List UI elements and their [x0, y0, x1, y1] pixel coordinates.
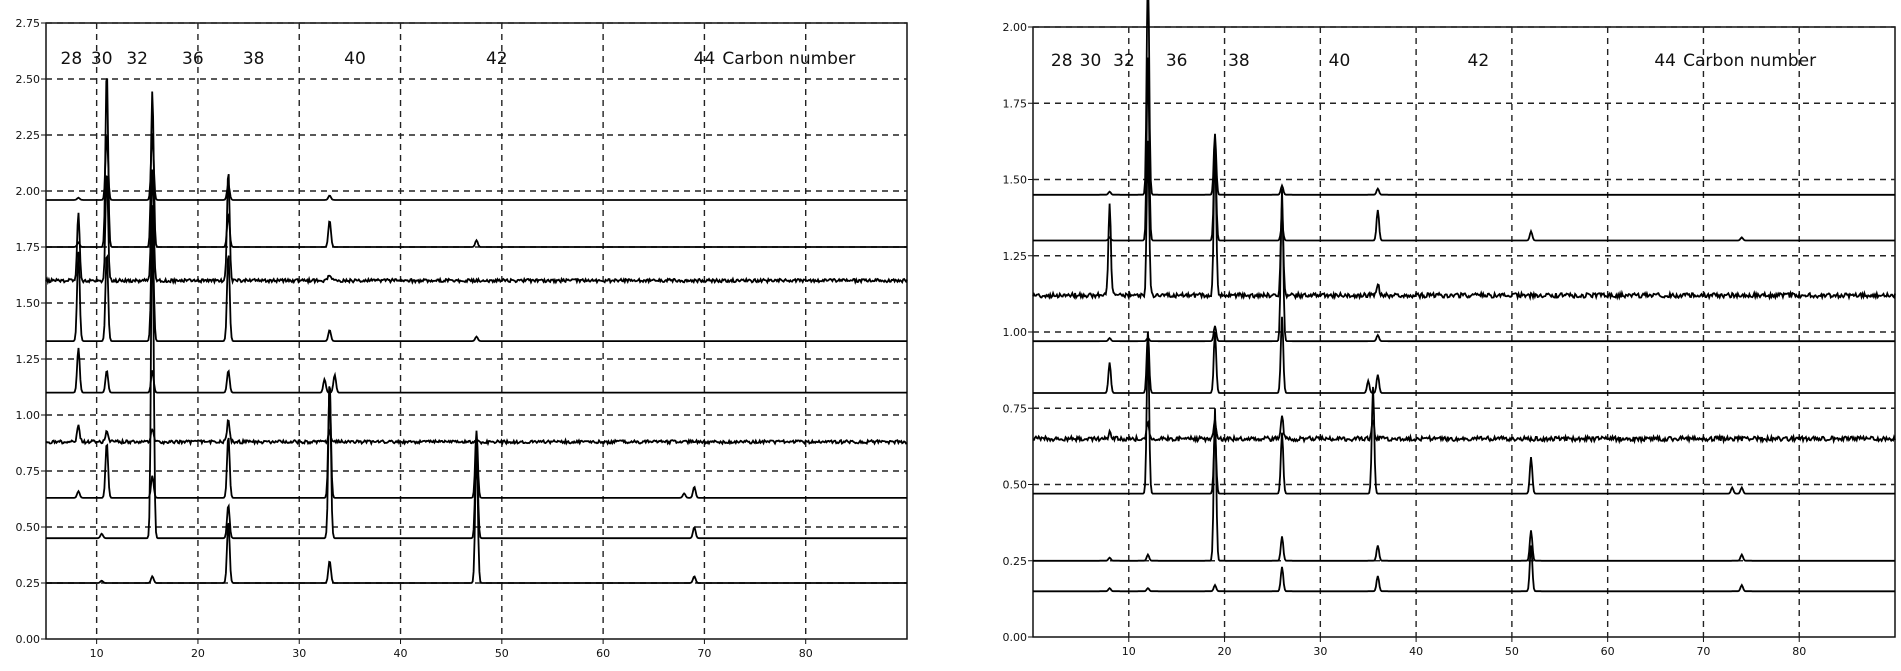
trace-line — [45, 419, 908, 447]
chromatogram-panel-left: 0.00 0.25 0.50 0.75 1.00 1.25 1.50 1.75 2.00 2.25… — [0, 0, 910, 671]
y-tick-label: 1.25 — [1003, 250, 1028, 263]
x-tick-label: 30 — [1313, 645, 1327, 658]
x-tick-label: 10 — [90, 647, 104, 660]
carbon-number-label: 36 — [1166, 51, 1188, 71]
trace-line — [1032, 415, 1896, 445]
carbon-number-axis-label: Carbon number — [722, 49, 855, 69]
y-tick-label: 1.25 — [16, 353, 41, 366]
x-tick-label: 20 — [191, 647, 205, 660]
trace-line — [1033, 0, 1895, 196]
y-tick-label: 2.75 — [16, 17, 41, 30]
carbon-number-label: 28 — [61, 49, 83, 69]
y-tick-label: 1.00 — [1003, 326, 1028, 339]
carbon-number-label: 40 — [344, 49, 366, 69]
x-tick-label: 40 — [1409, 645, 1423, 658]
y-tick-label: 0.00 — [1003, 631, 1028, 644]
trace-line — [46, 229, 907, 343]
carbon-number-label: 44 — [1654, 51, 1676, 71]
trace-line — [1033, 316, 1895, 394]
y-tick-label: 1.50 — [1003, 174, 1028, 187]
carbon-number-label: 28 — [1051, 51, 1073, 71]
y-tick-label: 1.75 — [1003, 97, 1028, 110]
x-tick-label: 60 — [1601, 645, 1615, 658]
carbon-number-label: 38 — [1228, 51, 1250, 71]
y-tick-label: 1.75 — [16, 241, 41, 254]
y-tick-label: 2.50 — [16, 73, 41, 86]
grid-lines — [46, 22, 907, 639]
trace-line — [1033, 57, 1895, 242]
carbon-number-label: 42 — [1468, 51, 1490, 71]
x-tick-label: 80 — [1792, 645, 1806, 658]
y-tick-label: 0.75 — [1003, 402, 1028, 415]
traces — [45, 78, 908, 584]
x-tick-label: 60 — [596, 647, 610, 660]
carbon-number-label: 30 — [1080, 51, 1102, 71]
trace-line — [46, 347, 907, 394]
x-tick-label: 80 — [799, 647, 813, 660]
y-tick-label: 2.25 — [16, 129, 41, 142]
plot-frame — [45, 22, 908, 640]
traces — [1032, 0, 1896, 593]
trace-line — [46, 133, 907, 201]
y-tick-label: 2.00 — [1003, 21, 1028, 34]
carbon-number-label: 42 — [486, 49, 508, 69]
trace-line — [1032, 140, 1896, 302]
chromatogram-panel-right: 0.00 0.25 0.50 0.75 1.00 1.25 1.50 1.75 2.00 10 20… — [970, 0, 1901, 671]
x-tick-label: 70 — [1696, 645, 1710, 658]
carbon-number-label: 32 — [1113, 51, 1135, 71]
carbon-number-label: 44 — [694, 49, 716, 69]
y-tick-label: 0.25 — [16, 577, 41, 590]
y-tick-label: 2.00 — [16, 185, 41, 198]
x-tick-label: 50 — [1505, 645, 1519, 658]
y-tick-label: 0.00 — [16, 633, 41, 646]
x-tick-label: 50 — [495, 647, 509, 660]
y-tick-label: 0.50 — [16, 521, 41, 534]
trace-line — [1033, 408, 1895, 562]
y-tick-label: 0.50 — [1003, 479, 1028, 492]
y-tick-label: 0.25 — [1003, 555, 1028, 568]
x-tick-label: 10 — [1122, 645, 1136, 658]
trace-line — [46, 389, 907, 499]
chromatogram-chart-left: 0.00 0.25 0.50 0.75 1.00 1.25 1.50 1.75 2.00 2.25… — [16, 17, 908, 660]
carbon-number-axis-label: Carbon number — [1683, 51, 1816, 71]
trace-line — [1033, 341, 1895, 495]
x-tick-label: 20 — [1218, 645, 1232, 658]
carbon-number-label: 32 — [126, 49, 148, 69]
carbon-number-label: 40 — [1329, 51, 1351, 71]
chromatogram-chart-right: 0.00 0.25 0.50 0.75 1.00 1.25 1.50 1.75 2.00 10 20… — [1003, 0, 1896, 658]
trace-line — [1033, 545, 1895, 593]
carbon-number-label: 30 — [91, 49, 113, 69]
y-tick-label: 1.50 — [16, 297, 41, 310]
trace-line — [46, 78, 907, 248]
carbon-number-label: 38 — [243, 49, 265, 69]
x-tick-label: 30 — [292, 647, 306, 660]
x-tick-label: 70 — [697, 647, 711, 660]
y-tick-label: 0.75 — [16, 465, 41, 478]
trace-line — [45, 169, 908, 286]
carbon-number-label: 36 — [182, 49, 204, 69]
x-tick-label: 40 — [394, 647, 408, 660]
y-tick-label: 1.00 — [16, 409, 41, 422]
trace-line — [1033, 188, 1895, 343]
